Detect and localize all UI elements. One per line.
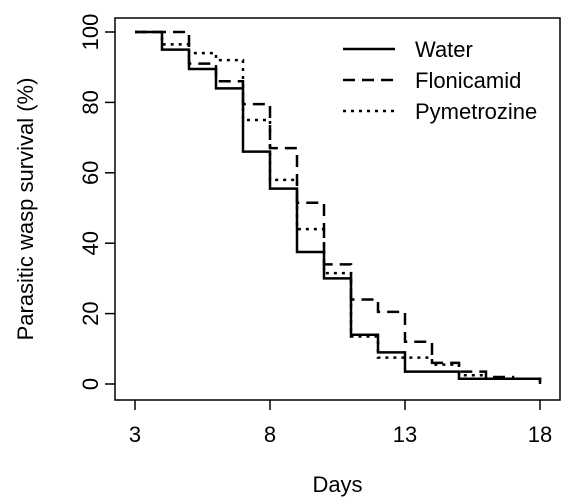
x-tick-label: 8 (264, 422, 276, 447)
legend: Water Flonicamid Pymetrozine (343, 37, 537, 124)
y-tick-label: 60 (78, 161, 103, 185)
y-tick-label: 40 (78, 231, 103, 255)
x-tick-label: 13 (393, 422, 417, 447)
plot-frame (114, 17, 561, 401)
y-axis-title: Parasitic wasp survival (%) (13, 78, 38, 341)
x-axis: 3 8 13 18 (129, 400, 552, 447)
y-axis: 0 20 40 60 80 100 (78, 14, 115, 390)
x-tick-label: 3 (129, 422, 141, 447)
x-tick-label: 18 (528, 422, 552, 447)
y-tick-label: 0 (78, 378, 103, 390)
y-tick-label: 20 (78, 301, 103, 325)
legend-label-pymetrozine: Pymetrozine (415, 99, 537, 124)
x-axis-title: Days (312, 472, 362, 497)
legend-label-flonicamid: Flonicamid (415, 68, 521, 93)
y-tick-label: 80 (78, 90, 103, 114)
legend-label-water: Water (415, 37, 473, 62)
y-tick-label: 100 (78, 14, 103, 51)
series-layer (135, 30, 542, 384)
plot-border (114, 17, 561, 401)
